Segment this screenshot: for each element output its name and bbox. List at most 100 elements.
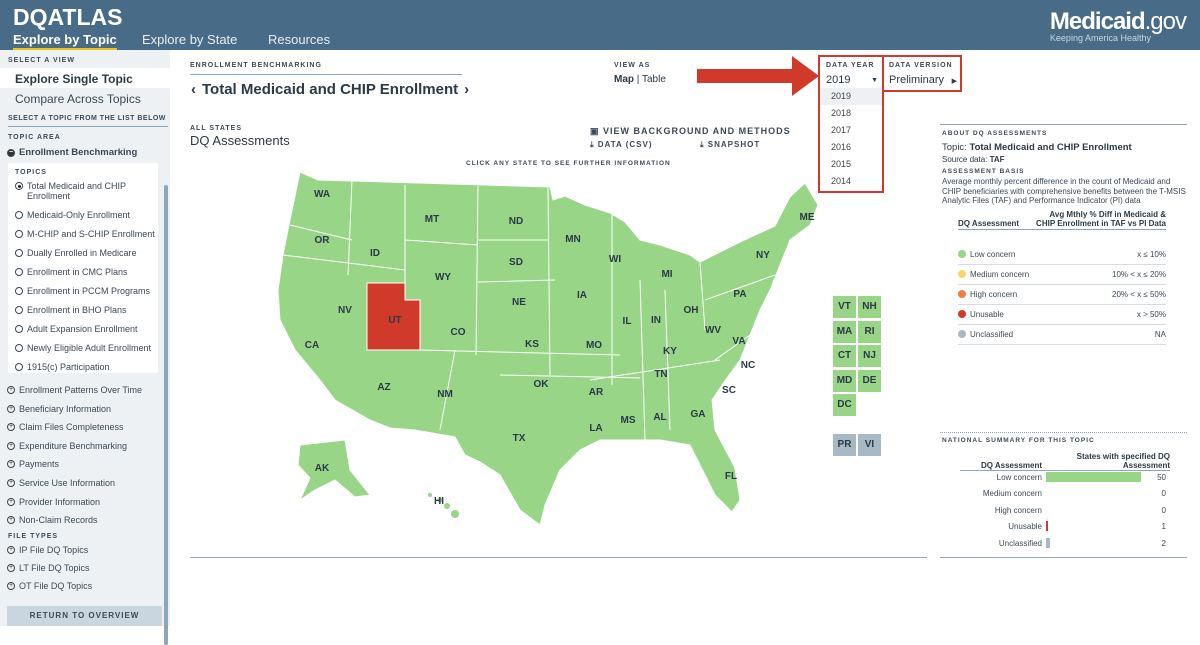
- state-label-ne[interactable]: NE: [512, 297, 526, 308]
- state-box-dc[interactable]: DC: [833, 394, 856, 416]
- state-box-md[interactable]: MD: [833, 369, 856, 392]
- state-label-ia[interactable]: IA: [577, 290, 587, 301]
- state-label-tx[interactable]: TX: [513, 433, 526, 444]
- state-label-hi[interactable]: HI: [434, 496, 444, 507]
- state-label-wy[interactable]: WY: [435, 272, 451, 283]
- state-label-sc[interactable]: SC: [722, 385, 736, 396]
- view-table-toggle[interactable]: Table: [642, 74, 666, 85]
- prev-topic-button[interactable]: ‹: [191, 81, 196, 98]
- topic-area-item[interactable]: + Claim Files Completeness: [7, 422, 124, 433]
- radio-button[interactable]: [15, 230, 23, 238]
- state-label-mn[interactable]: MN: [565, 234, 581, 245]
- state-label-nd[interactable]: ND: [509, 216, 523, 227]
- topic-area-item[interactable]: + Service Use Information: [7, 478, 116, 488]
- territory-box-vi[interactable]: VI: [858, 434, 881, 456]
- state-label-il[interactable]: IL: [623, 316, 632, 327]
- radio-button[interactable]: [15, 211, 23, 219]
- radio-button[interactable]: [15, 363, 23, 371]
- view-explore-single-topic[interactable]: Explore Single Topic: [0, 68, 170, 88]
- state-label-ny[interactable]: NY: [756, 250, 770, 261]
- year-option[interactable]: 2015: [831, 159, 852, 169]
- state-label-tn[interactable]: TN: [654, 369, 667, 380]
- radio-button[interactable]: [15, 268, 23, 276]
- radio-button[interactable]: [15, 249, 23, 257]
- state-label-al[interactable]: AL: [653, 412, 666, 423]
- radio-button[interactable]: [15, 182, 23, 190]
- state-label-ok[interactable]: OK: [534, 379, 550, 390]
- state-box-de[interactable]: DE: [858, 369, 881, 392]
- topic-area-enrollment-benchmarking[interactable]: − Enrollment Benchmarking: [7, 147, 138, 158]
- year-option[interactable]: 2018: [831, 108, 852, 118]
- radio-button[interactable]: [15, 344, 23, 352]
- nav-explore-by-topic[interactable]: Explore by Topic: [13, 32, 117, 51]
- next-topic-button[interactable]: ›: [464, 81, 470, 98]
- view-background-methods-link[interactable]: ▣ VIEW BACKGROUND AND METHODS: [590, 126, 791, 136]
- nav-resources[interactable]: Resources: [268, 32, 331, 47]
- topic-item[interactable]: Enrollment in PCCM Programs: [15, 286, 158, 296]
- data-csv-link[interactable]: ⤓ DATA (CSV): [590, 140, 653, 149]
- topic-item[interactable]: Enrollment in BHO Plans: [15, 305, 158, 315]
- state-box-ri[interactable]: RI: [858, 320, 881, 343]
- file-type-item[interactable]: + LT File DQ Topics: [7, 563, 90, 573]
- topic-item[interactable]: Newly Eligible Adult Enrollment: [15, 343, 158, 353]
- state-label-id[interactable]: ID: [370, 248, 380, 259]
- state-box-nj[interactable]: NJ: [858, 345, 881, 367]
- state-box-vt[interactable]: VT: [833, 296, 856, 318]
- state-label-nm[interactable]: NM: [437, 389, 453, 400]
- state-label-co[interactable]: CO: [451, 327, 466, 338]
- topic-item[interactable]: Enrollment in CMC Plans: [15, 267, 158, 277]
- topic-area-item[interactable]: + Beneficiary Information: [7, 403, 112, 414]
- state-label-nc[interactable]: NC: [741, 360, 755, 371]
- data-year-select[interactable]: 2019 ▼: [826, 74, 878, 86]
- us-map[interactable]: WA OR CA ID NV MT WY UT AZ CO NM ND SD NE KS OK TX MN IA MO…: [270, 165, 830, 525]
- state-label-wi[interactable]: WI: [609, 254, 621, 265]
- radio-button[interactable]: [15, 287, 23, 295]
- radio-button[interactable]: [15, 306, 23, 314]
- medicaid-gov-logo[interactable]: Medicaid.gov Keeping America Healthy: [1049, 8, 1187, 43]
- topic-area-item[interactable]: + Non-Claim Records: [7, 515, 98, 526]
- topic-area-item[interactable]: + Enrollment Patterns Over Time: [7, 385, 143, 395]
- state-label-ms[interactable]: MS: [621, 415, 636, 426]
- state-label-or[interactable]: OR: [315, 235, 331, 246]
- state-box-ct[interactable]: CT: [833, 345, 856, 367]
- state-label-az[interactable]: AZ: [377, 382, 390, 393]
- topic-item[interactable]: Medicaid-Only Enrollment: [15, 210, 158, 220]
- state-box-nh[interactable]: NH: [858, 296, 881, 318]
- state-box-ma[interactable]: MA: [833, 320, 856, 343]
- topic-item[interactable]: Total Medicaid and CHIP Enrollment: [15, 181, 158, 201]
- return-to-overview-button[interactable]: RETURN TO OVERVIEW: [7, 606, 162, 626]
- year-option[interactable]: 2014: [831, 176, 852, 186]
- snapshot-link[interactable]: ⤓ SNAPSHOT: [700, 140, 761, 149]
- state-label-wv[interactable]: WV: [705, 325, 721, 336]
- state-label-ak[interactable]: AK: [315, 463, 330, 474]
- year-option[interactable]: 2017: [831, 125, 852, 135]
- radio-button[interactable]: [15, 325, 23, 333]
- file-type-item[interactable]: + OT File DQ Topics: [7, 581, 93, 591]
- state-label-ca[interactable]: CA: [305, 340, 319, 351]
- state-label-ga[interactable]: GA: [691, 409, 706, 420]
- state-label-fl[interactable]: FL: [725, 471, 737, 482]
- data-version-select[interactable]: Preliminary ▶: [889, 74, 957, 86]
- sidebar-scrollbar[interactable]: [164, 185, 168, 645]
- topic-area-item[interactable]: + Provider Information: [7, 496, 101, 507]
- state-label-wa[interactable]: WA: [314, 189, 330, 200]
- file-type-item[interactable]: + IP File DQ Topics: [7, 545, 89, 555]
- topic-item[interactable]: Adult Expansion Enrollment: [15, 324, 158, 334]
- topic-item[interactable]: 1915(c) Participation: [15, 362, 158, 372]
- view-map-toggle[interactable]: Map: [614, 74, 634, 85]
- year-option[interactable]: 2016: [831, 142, 852, 152]
- topic-item[interactable]: M-CHIP and S-CHIP Enrollment: [15, 229, 158, 239]
- view-compare-across-topics[interactable]: Compare Across Topics: [15, 92, 141, 106]
- state-label-ky[interactable]: KY: [663, 346, 677, 357]
- state-label-ar[interactable]: AR: [589, 387, 604, 398]
- state-label-pa[interactable]: PA: [733, 289, 746, 300]
- state-label-sd[interactable]: SD: [509, 257, 523, 268]
- state-label-in[interactable]: IN: [651, 315, 661, 326]
- state-label-ut[interactable]: UT: [388, 315, 401, 326]
- state-label-nv[interactable]: NV: [338, 305, 352, 316]
- state-label-mt[interactable]: MT: [425, 214, 439, 225]
- nav-explore-by-state[interactable]: Explore by State: [142, 32, 238, 47]
- topic-area-item[interactable]: + Payments: [7, 459, 60, 470]
- topic-area-item[interactable]: + Expenditure Benchmarking: [7, 440, 128, 451]
- state-label-ks[interactable]: KS: [525, 339, 539, 350]
